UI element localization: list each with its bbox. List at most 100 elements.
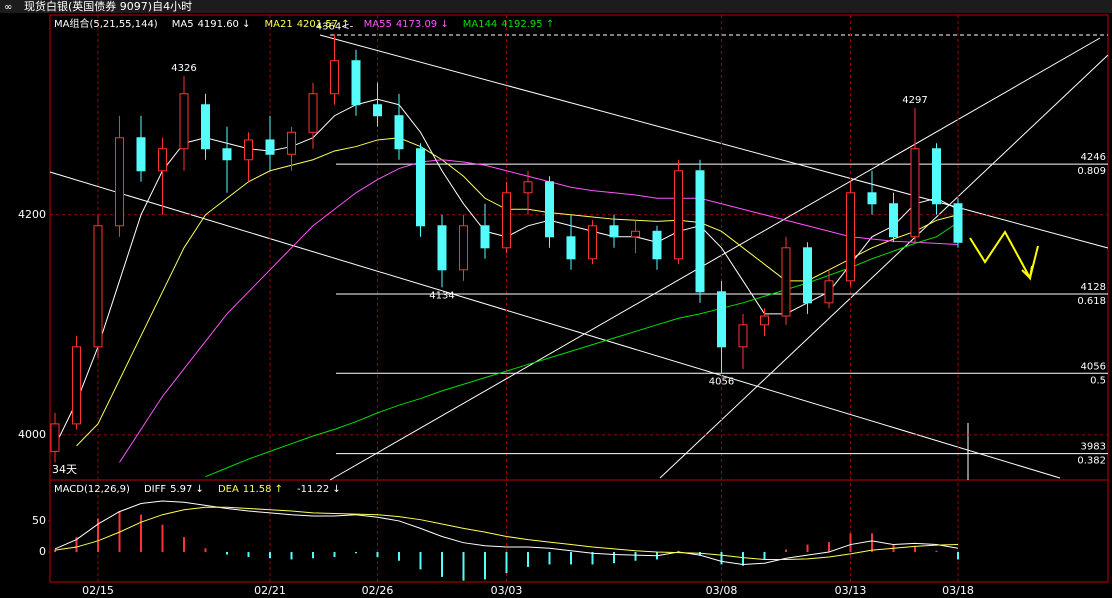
- trendline: [659, 54, 1109, 479]
- candle-body: [72, 346, 81, 425]
- candle-body: [244, 139, 253, 161]
- legend-name: DEA: [218, 484, 239, 495]
- legend-value: 4173.09 ↓: [396, 19, 449, 30]
- candle-body: [953, 203, 963, 243]
- candle-body: [846, 192, 855, 282]
- candle-body: [545, 181, 554, 238]
- price-label: 4134: [429, 290, 454, 301]
- legend: MACD(12,26,9) DIFF 5.97 ↓ DEA 11.58 ↑ -11.22 …: [54, 484, 341, 495]
- annotation: 34天: [52, 463, 77, 476]
- candle-body: [179, 93, 189, 150]
- candle-body: [674, 170, 683, 260]
- candle-body: [523, 181, 533, 194]
- candle-body: [588, 225, 597, 260]
- candle-body: [889, 203, 898, 238]
- candle-body: [932, 148, 941, 205]
- candle-body: [652, 230, 662, 260]
- candle-body: [416, 148, 425, 227]
- trendline: [319, 34, 1109, 249]
- candle-body: [824, 280, 834, 304]
- trendline: [49, 171, 1061, 479]
- chart-title: 现货白银(英国债券 9097)自4小时: [24, 0, 192, 13]
- fib-ratio: 0.382: [1077, 456, 1106, 467]
- candle-body: [867, 192, 877, 205]
- legend: MA组合(5,21,55,144) MA5 4191.60 ↓ MA21 4201.57…: [54, 17, 554, 30]
- trendline: [329, 37, 1101, 481]
- fib-ratio: 0.809: [1077, 166, 1106, 177]
- price-label: 4326: [171, 63, 196, 74]
- x-tick-label: 02/15: [82, 584, 114, 597]
- candle-body: [158, 148, 167, 172]
- price-label: 4056: [709, 376, 734, 387]
- candle-body: [437, 225, 447, 271]
- candle-body: [631, 230, 640, 238]
- fib-price: 4056: [1081, 361, 1106, 372]
- ma-line: [119, 159, 959, 463]
- trendlines: [49, 34, 1109, 481]
- candle-body: [201, 104, 210, 150]
- fib-ratio: 0.5: [1090, 375, 1106, 386]
- fib-price: 4128: [1081, 282, 1106, 293]
- legend-name: DIFF: [144, 484, 166, 495]
- candle-body: [115, 137, 124, 227]
- legend-value: 4191.60 ↓: [198, 19, 251, 30]
- legend-label: MACD(12,26,9): [54, 484, 130, 495]
- candle-body: [695, 170, 705, 293]
- candle-body: [502, 192, 511, 249]
- x-tick-label: 03/13: [835, 584, 867, 597]
- price-label: 4297: [902, 95, 927, 106]
- panel-frame: [49, 14, 1109, 583]
- candle-body: [394, 115, 404, 150]
- macd-line: [54, 506, 959, 560]
- candle-body: [308, 93, 318, 133]
- candle-body: [566, 236, 576, 260]
- candle-body: [136, 137, 146, 172]
- title-bar: [0, 0, 1112, 13]
- legend-name: MA55: [364, 19, 392, 30]
- price-label: 4364<-: [316, 21, 354, 32]
- candle-body: [222, 148, 232, 161]
- legend-value: 4192.95 ↑: [501, 19, 554, 30]
- legend-name: MA21: [264, 19, 292, 30]
- ma-line: [205, 222, 959, 478]
- candle-body: [330, 60, 339, 95]
- legend-name: MA5: [172, 19, 194, 30]
- candle-body: [373, 104, 382, 117]
- candle-body: [480, 225, 490, 249]
- candle-body: [93, 225, 103, 348]
- x-tick-label: 02/26: [362, 584, 394, 597]
- candle-body: [717, 291, 726, 348]
- fib-price: 4246: [1081, 152, 1106, 163]
- link-icon: ∞: [4, 2, 12, 13]
- candle-body: [910, 148, 920, 238]
- candle-body: [609, 225, 619, 238]
- main-frame: [49, 14, 1109, 481]
- y-tick-label: 50: [32, 514, 46, 527]
- legend-value: 4201.57 ↑: [297, 19, 350, 30]
- fib-ratio: 0.618: [1077, 296, 1106, 307]
- legend-name: MA144: [463, 19, 498, 30]
- legend-value: 11.58 ↑: [243, 484, 283, 495]
- arrow-head: [1021, 265, 1033, 281]
- macd-frame: [49, 479, 1109, 583]
- forecast-arrow: [969, 230, 1039, 281]
- candle-body: [781, 247, 791, 317]
- candle-body: [50, 423, 60, 452]
- candle-body: [287, 131, 296, 155]
- legend-label: MA组合(5,21,55,144): [54, 17, 158, 30]
- x-tick-label: 03/18: [942, 584, 974, 597]
- y-tick-label: 4000: [18, 428, 46, 441]
- candle-body: [265, 139, 275, 155]
- fib-price: 3983: [1081, 442, 1106, 453]
- y-tick-label: 4200: [18, 208, 46, 221]
- candle-body: [803, 247, 812, 304]
- legend-value: 5.97 ↓: [170, 484, 204, 495]
- x-tick-label: 03/08: [706, 584, 738, 597]
- x-tick-label: 02/21: [254, 584, 286, 597]
- candle-body: [738, 324, 748, 348]
- x-tick-label: 03/03: [491, 584, 523, 597]
- y-tick-label: 0: [39, 545, 46, 558]
- candle-body: [459, 225, 468, 271]
